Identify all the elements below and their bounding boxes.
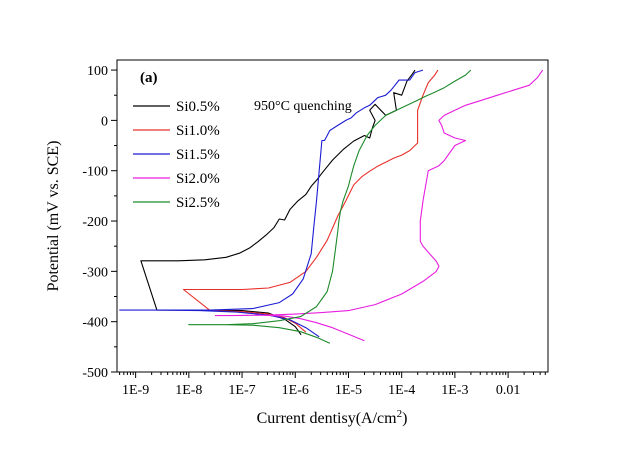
x-tick-label: 1E-6 — [282, 383, 309, 398]
x-axis-label-sup: 2 — [397, 408, 403, 420]
x-tick-label: 1E-3 — [441, 383, 468, 398]
x-axis-label: Current dentisy(A/cm2) — [257, 408, 408, 427]
chart-annotation: 950°C quenching — [254, 99, 352, 114]
x-tick-label: 1E-5 — [335, 383, 362, 398]
legend-label: Si0.5% — [176, 99, 220, 115]
y-tick-label: 0 — [101, 114, 108, 129]
y-tick-label: -400 — [82, 316, 108, 331]
x-axis-label-close: ) — [402, 410, 407, 427]
panel-label: (a) — [140, 70, 158, 86]
x-axis: 1E-9 1E-8 1E-7 1E-6 1E-5 1E-4 1E-3 0.01 — [119, 372, 546, 398]
y-tick-label: -200 — [82, 215, 108, 230]
y-axis-label: Potential (mV vs. SCE) — [45, 141, 62, 292]
legend-label: Si2.0% — [176, 171, 220, 187]
y-tick-label: -300 — [82, 265, 108, 280]
legend: Si0.5% Si1.0% Si1.5% Si2.0% Si2.5% — [133, 99, 220, 211]
x-tick-label: 1E-4 — [388, 383, 415, 398]
series-line — [188, 69, 472, 344]
x-tick-label: 0.01 — [496, 383, 521, 398]
x-tick-label: 1E-7 — [228, 383, 255, 398]
legend-label: Si1.5% — [176, 147, 220, 163]
y-axis: 100 0 -100 -200 -300 -400 -500 — [82, 64, 117, 381]
x-tick-label: 1E-9 — [122, 383, 149, 398]
series-line — [214, 69, 544, 342]
y-tick-label: -100 — [82, 165, 108, 180]
series-layer — [119, 69, 544, 344]
series-line — [119, 69, 424, 338]
x-axis-label-main: Current dentisy(A/cm — [257, 410, 398, 427]
x-tick-label: 1E-8 — [175, 383, 202, 398]
y-tick-label: -500 — [82, 366, 108, 381]
legend-label: Si1.0% — [176, 123, 220, 139]
y-tick-label: 100 — [87, 64, 108, 79]
legend-label: Si2.5% — [176, 195, 220, 211]
